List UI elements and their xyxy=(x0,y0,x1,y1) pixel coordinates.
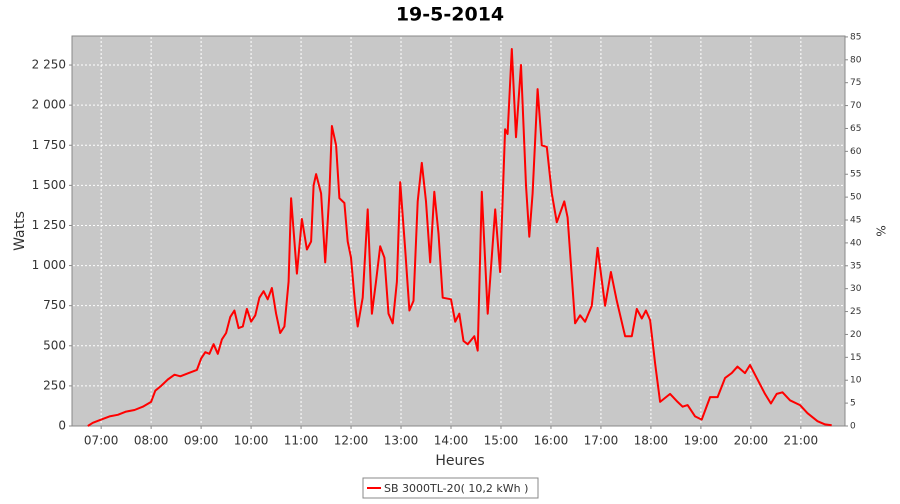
line-series xyxy=(87,48,832,427)
x-tick-label: 09:00 xyxy=(184,434,219,448)
y2-tick-label: 10 xyxy=(850,376,862,386)
x-tick-label: 16:00 xyxy=(534,434,569,448)
y2-tick-label: 5 xyxy=(850,399,856,409)
y2-tick-label: 40 xyxy=(850,238,862,248)
x-tick-label: 10:00 xyxy=(234,434,269,448)
y2-tick-label: 35 xyxy=(850,261,861,271)
y-tick-label: 1 750 xyxy=(32,138,66,152)
y2-tick-label: 80 xyxy=(850,55,862,65)
x-axis-label: Heures xyxy=(435,453,484,469)
y-axis-label: Watts xyxy=(12,211,28,251)
x-tick-label: 19:00 xyxy=(684,434,719,448)
x-tick-label: 17:00 xyxy=(584,434,619,448)
y2-tick-label: 0 xyxy=(850,422,856,432)
y-tick-label: 2 000 xyxy=(32,98,66,112)
y2-tick-label: 75 xyxy=(850,78,861,88)
x-tick-label: 07:00 xyxy=(84,434,119,448)
x-tick-label: 18:00 xyxy=(634,434,669,448)
legend xyxy=(362,477,539,499)
y-tick-label: 1 500 xyxy=(32,178,66,192)
y2-tick-label: 65 xyxy=(850,124,861,134)
y2-tick-label: 25 xyxy=(850,307,861,317)
chart-title: 19-5-2014 xyxy=(396,4,504,26)
y2-tick-label: 60 xyxy=(850,147,862,157)
y2-tick-label: 45 xyxy=(850,216,861,226)
y2-tick-label: 30 xyxy=(850,284,862,294)
y-tick-label: 250 xyxy=(43,378,66,392)
y-tick-label: 0 xyxy=(58,419,66,433)
x-tick-label: 21:00 xyxy=(784,434,819,448)
y-tick-label: 500 xyxy=(43,338,66,352)
y-tick-label: 750 xyxy=(43,298,66,312)
x-tick-label: 20:00 xyxy=(734,434,769,448)
x-tick-label: 08:00 xyxy=(134,434,169,448)
y2-tick-label: 85 xyxy=(850,32,861,42)
x-tick-label: 14:00 xyxy=(434,434,469,448)
y2-tick-label: 55 xyxy=(850,170,861,180)
x-tick-label: 13:00 xyxy=(384,434,419,448)
y2-tick-label: 50 xyxy=(850,193,862,203)
y2-tick-label: 15 xyxy=(850,353,861,363)
legend-label: SB 3000TL-20( 10,2 kWh ) xyxy=(384,482,528,495)
plot-area xyxy=(71,35,846,427)
y2-tick-label: 70 xyxy=(850,101,862,111)
y-tick-label: 2 250 xyxy=(32,58,66,72)
y-tick-label: 1 250 xyxy=(32,218,66,232)
x-tick-label: 15:00 xyxy=(484,434,519,448)
y2-axis-label: % xyxy=(874,225,888,236)
y-tick-label: 1 000 xyxy=(32,258,66,272)
y2-tick-label: 20 xyxy=(850,330,862,340)
x-tick-label: 12:00 xyxy=(334,434,369,448)
x-tick-label: 11:00 xyxy=(284,434,319,448)
